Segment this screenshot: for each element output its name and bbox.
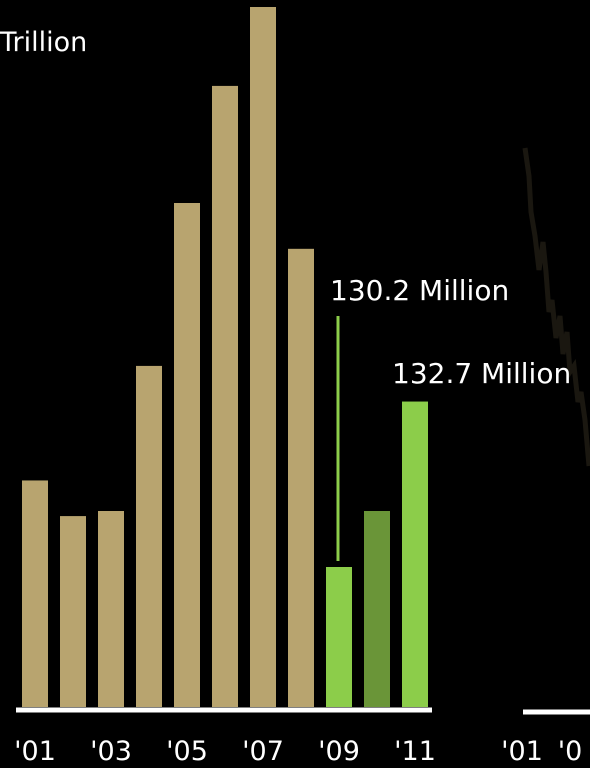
bar-05 [174,203,200,707]
bar-10 [364,511,390,707]
bar-chart-x-ticks: '01 '03 '05 '07 '09 '11 [14,736,436,767]
background-line-series [522,147,590,467]
bar-02 [60,516,86,707]
bar-07 [250,7,276,707]
bar-03 [98,511,124,707]
bar-01 [22,480,48,707]
x-tick-label: '11 [394,736,436,767]
bar-09 [326,567,352,707]
annotation-label-11: 132.7 Million [392,357,572,390]
x-tick-label: '07 [242,736,284,767]
line-chart-x-ticks: '01 '0 [501,736,582,767]
x-tick-label: '05 [166,736,208,767]
x-tick-label: '01 [14,736,56,767]
line-chart-x-tick-label: '0 [558,736,583,767]
bar-06 [212,85,238,708]
bar-chart-bars [22,7,428,708]
bar-11 [402,401,428,707]
bar-08 [288,248,314,707]
x-tick-label: '03 [90,736,132,767]
annotation-label-09: 130.2 Million [330,274,510,307]
bar-04 [136,365,162,707]
x-tick-label: '09 [318,736,360,767]
unit-label: Trillion [0,27,88,58]
line-chart-x-tick-label: '01 [501,736,543,767]
